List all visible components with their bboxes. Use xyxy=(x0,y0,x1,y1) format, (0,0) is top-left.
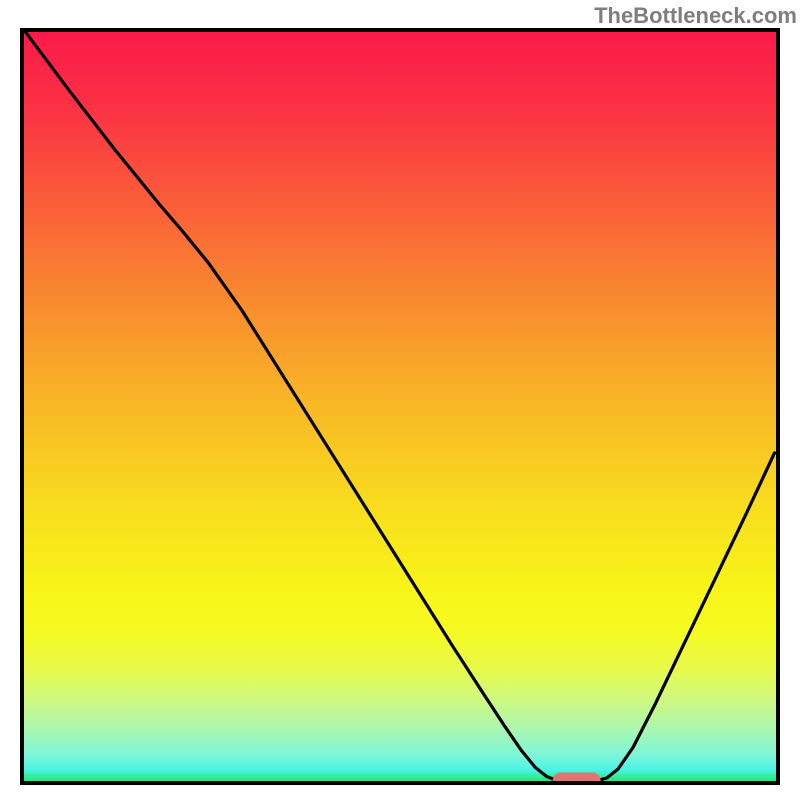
gradient-background xyxy=(24,32,776,781)
chart-svg xyxy=(0,0,800,800)
